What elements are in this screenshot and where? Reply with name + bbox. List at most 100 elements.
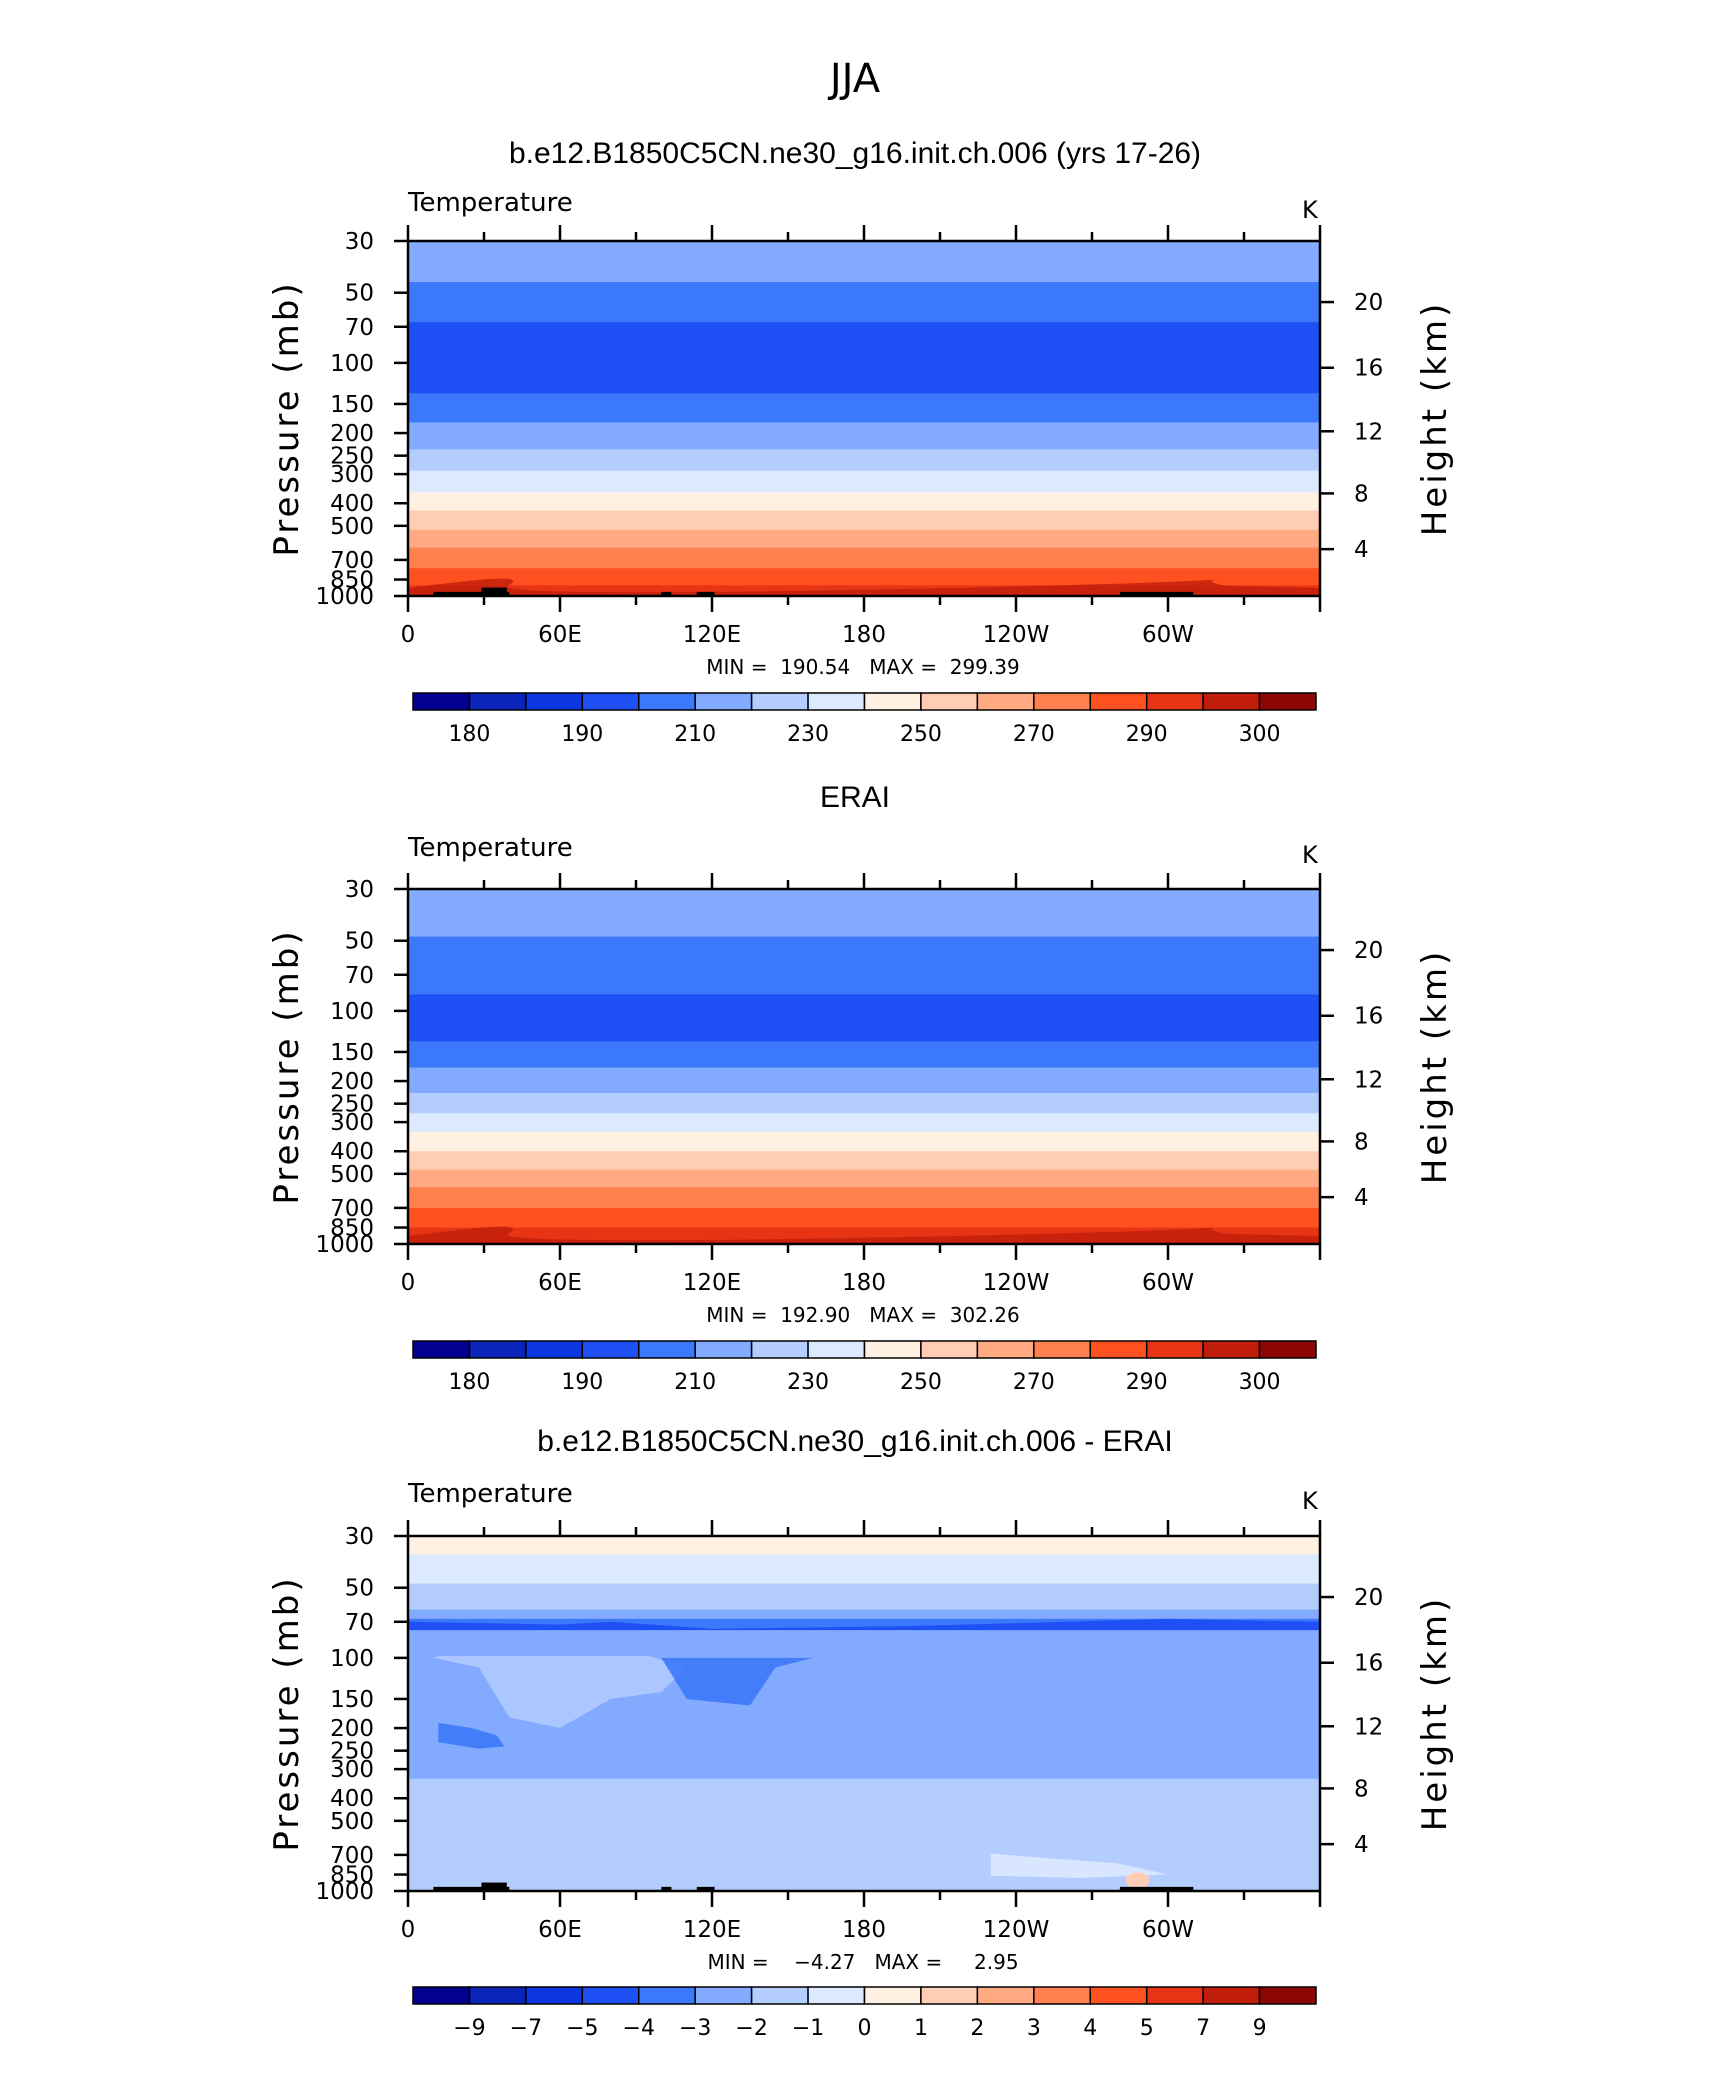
y-tick-label: 500 (330, 1809, 374, 1835)
x-axis: 0 60E 120E 180 120W 60W (401, 873, 1322, 1296)
colorbar-label: 5 (1140, 2016, 1154, 2041)
colorbar-box (1145, 692, 1204, 711)
panel-title: b.e12.B1850C5CN.ne30_g16.init.ch.006 - E… (537, 1425, 1172, 1458)
colorbar-label: 0 (858, 2016, 872, 2041)
right-tick-label: 8 (1354, 481, 1369, 507)
contour-band (408, 1536, 1320, 1556)
topography-block (481, 587, 507, 596)
colorbar-label: −5 (566, 2016, 598, 2041)
colorbar-box (581, 1340, 640, 1359)
colorbar-box (863, 1986, 922, 2005)
colorbar-box (638, 692, 696, 711)
colorbar-label: 230 (787, 1370, 829, 1395)
y-tick-label: 200 (330, 421, 374, 447)
contour-band (408, 1131, 1320, 1152)
contour-band (408, 1778, 1320, 1892)
topography-block (696, 591, 715, 596)
contour-band (408, 393, 1320, 423)
x-tick-label: 180 (842, 622, 886, 648)
y-tick-label: 50 (345, 281, 374, 307)
x-tick-label: 180 (842, 1917, 886, 1943)
y-tick-label: 50 (345, 1576, 374, 1602)
colorbar-label: −2 (735, 2016, 767, 2041)
y-tick-label: 30 (345, 1524, 374, 1550)
variable-label: Temperature (407, 188, 573, 218)
colorbar-box (468, 692, 527, 711)
colorbar-label: 180 (448, 722, 490, 747)
warm-spot (1125, 1872, 1150, 1889)
right-axis-label: Height (km) (1415, 949, 1455, 1185)
colorbar-box (750, 1340, 809, 1359)
colorbar-box (525, 1986, 584, 2005)
contour-band (408, 241, 1320, 283)
colorbar-box (1145, 1986, 1204, 2005)
colorbar-box (863, 1340, 922, 1359)
contour-band (408, 568, 1320, 586)
contour-band (408, 994, 1320, 1042)
x-tick-label: 180 (842, 1270, 886, 1296)
contour-band (408, 547, 1320, 569)
y-tick-label: 100 (330, 1646, 374, 1672)
cold-anomaly (438, 1722, 505, 1749)
panel-difference: b.e12.B1850C5CN.ne30_g16.init.ch.006 - E… (267, 1425, 1455, 2041)
colorbar-box (694, 1340, 753, 1359)
units-label: K (1302, 1487, 1319, 1515)
x-tick-label: 60E (538, 622, 582, 648)
colorbar-label: 180 (448, 1370, 490, 1395)
right-tick-label: 20 (1354, 938, 1383, 964)
y-tick-label: 1000 (315, 1879, 374, 1905)
contour-band (408, 1554, 1320, 1585)
colorbar-label: 190 (561, 1370, 603, 1395)
contour-band (408, 422, 1320, 450)
y-tick-label: 100 (330, 999, 374, 1025)
y-tick-label: 30 (345, 229, 374, 255)
colorbar-box (1258, 1340, 1317, 1359)
contour-band (408, 1609, 1320, 1620)
topography-block (433, 1886, 510, 1891)
min-max-text: MIN = −4.27 MAX = 2.95 (707, 1950, 1018, 1974)
colorbar-label: −7 (510, 2016, 542, 2041)
colorbar-box (581, 1986, 640, 2005)
right-tick-label: 16 (1354, 356, 1383, 382)
right-axis: 20 16 12 8 4 (1320, 938, 1383, 1211)
colorbar-label: −1 (792, 2016, 824, 2041)
colorbar-box (1089, 1986, 1148, 2005)
colorbar-box (694, 692, 753, 711)
contour-band (408, 449, 1320, 472)
colorbar-box (920, 1986, 979, 2005)
colorbar-box (1033, 1340, 1091, 1359)
colorbar-label: 210 (674, 722, 716, 747)
colorbar-box (525, 1340, 584, 1359)
y-tick-label: 200 (330, 1716, 374, 1742)
colorbar-label: 4 (1083, 2016, 1097, 2041)
contour-band (408, 936, 1320, 996)
colorbar-box (920, 1340, 979, 1359)
surface-contour (408, 1226, 1320, 1244)
colorbar-label: 270 (1013, 1370, 1055, 1395)
colorbar-box (750, 1986, 809, 2005)
topography-block (1119, 591, 1194, 596)
y-tick-label: 1000 (315, 584, 374, 610)
right-axis-label: Height (km) (1415, 1596, 1455, 1832)
topography-block (696, 1886, 715, 1891)
x-tick-label: 60E (538, 1270, 582, 1296)
colorbar-label: 300 (1239, 1370, 1281, 1395)
right-tick-label: 16 (1354, 1004, 1383, 1030)
topography-block (661, 1886, 672, 1891)
colorbar-box (468, 1340, 527, 1359)
colorbar-label: 190 (561, 722, 603, 747)
colorbar-box (1202, 692, 1261, 711)
surface-contour (408, 578, 1320, 596)
colorbar-box (1089, 692, 1148, 711)
right-tick-label: 20 (1354, 1585, 1383, 1611)
contour-band (408, 282, 1320, 323)
y-tick-label: 300 (330, 1110, 374, 1136)
colorbar-label: 1 (914, 2016, 928, 2041)
y-tick-label: 150 (330, 1040, 374, 1066)
panel-erai: ERAI Temperature K 0 60E 120E 180 120W 60W 30… (267, 781, 1455, 1395)
y-tick-label: 30 (345, 877, 374, 903)
topography-block (661, 591, 672, 596)
colorbar-box (1089, 1340, 1148, 1359)
contour-band (408, 1067, 1320, 1094)
